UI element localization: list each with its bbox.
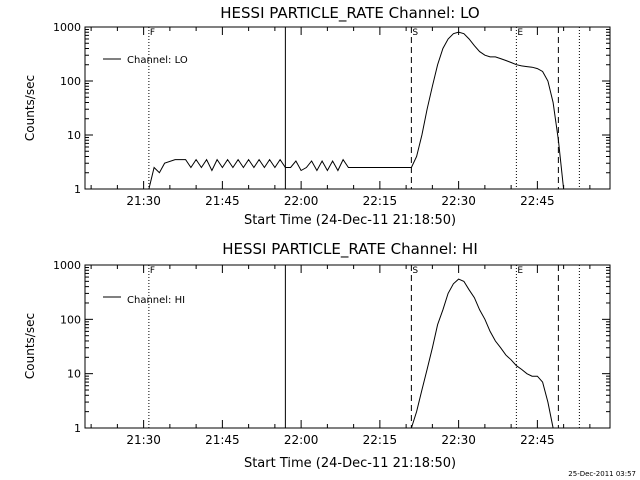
x-tick-label: 21:45 — [205, 433, 240, 447]
x-axis-label: Start Time (24-Dec-11 21:18:50) — [244, 213, 456, 228]
x-tick-label: 21:30 — [126, 433, 161, 447]
plot-frame — [84, 264, 611, 429]
x-tick-label: 22:30 — [441, 433, 476, 447]
panel-title: HESSI PARTICLE_RATE Channel: HI — [222, 240, 478, 259]
y-tick-label: 10 — [67, 129, 81, 142]
y-tick-label: 100 — [60, 313, 81, 326]
x-tick-label: 22:45 — [520, 433, 555, 447]
x-tick-label: 22:30 — [441, 194, 476, 208]
y-tick-label: 1 — [74, 183, 81, 196]
x-tick-label: 22:00 — [284, 433, 319, 447]
event-marker-label: F — [150, 28, 155, 38]
series-line — [410, 278, 554, 429]
y-tick-label: 10 — [67, 368, 81, 381]
x-tick-label: 22:45 — [520, 194, 555, 208]
x-tick-label: 22:15 — [363, 194, 398, 208]
series-line — [148, 31, 565, 190]
y-tick-label: 1 — [74, 422, 81, 435]
x-tick-label: 21:45 — [205, 194, 240, 208]
x-tick-label: 22:15 — [363, 433, 398, 447]
x-tick-label: 22:00 — [284, 194, 319, 208]
legend-label: Channel: LO — [127, 55, 188, 66]
panel-lo: HESSI PARTICLE_RATE Channel: LO Counts/s… — [23, 4, 611, 228]
plot-frame — [84, 26, 611, 190]
y-tick-label: 1000 — [53, 21, 81, 34]
y-tick-label: 100 — [60, 75, 81, 88]
event-marker-label: S — [412, 266, 418, 276]
y-axis-label: Counts/sec — [23, 75, 37, 141]
legend-label: Channel: HI — [127, 295, 185, 306]
event-marker-label: S — [412, 28, 418, 38]
x-tick-label: 21:30 — [126, 194, 161, 208]
y-tick-label: 1000 — [53, 259, 81, 272]
panel-hi: HESSI PARTICLE_RATE Channel: HI Counts/s… — [23, 240, 611, 471]
x-axis-label: Start Time (24-Dec-11 21:18:50) — [244, 456, 456, 471]
panel-title: HESSI PARTICLE_RATE Channel: LO — [220, 4, 479, 23]
event-marker-label: F — [150, 266, 155, 276]
event-marker-label: E — [517, 28, 523, 38]
y-axis-label: Counts/sec — [23, 313, 37, 379]
footer-timestamp: 25-Dec-2011 03:57 — [568, 470, 636, 478]
event-marker-label: E — [517, 266, 523, 276]
